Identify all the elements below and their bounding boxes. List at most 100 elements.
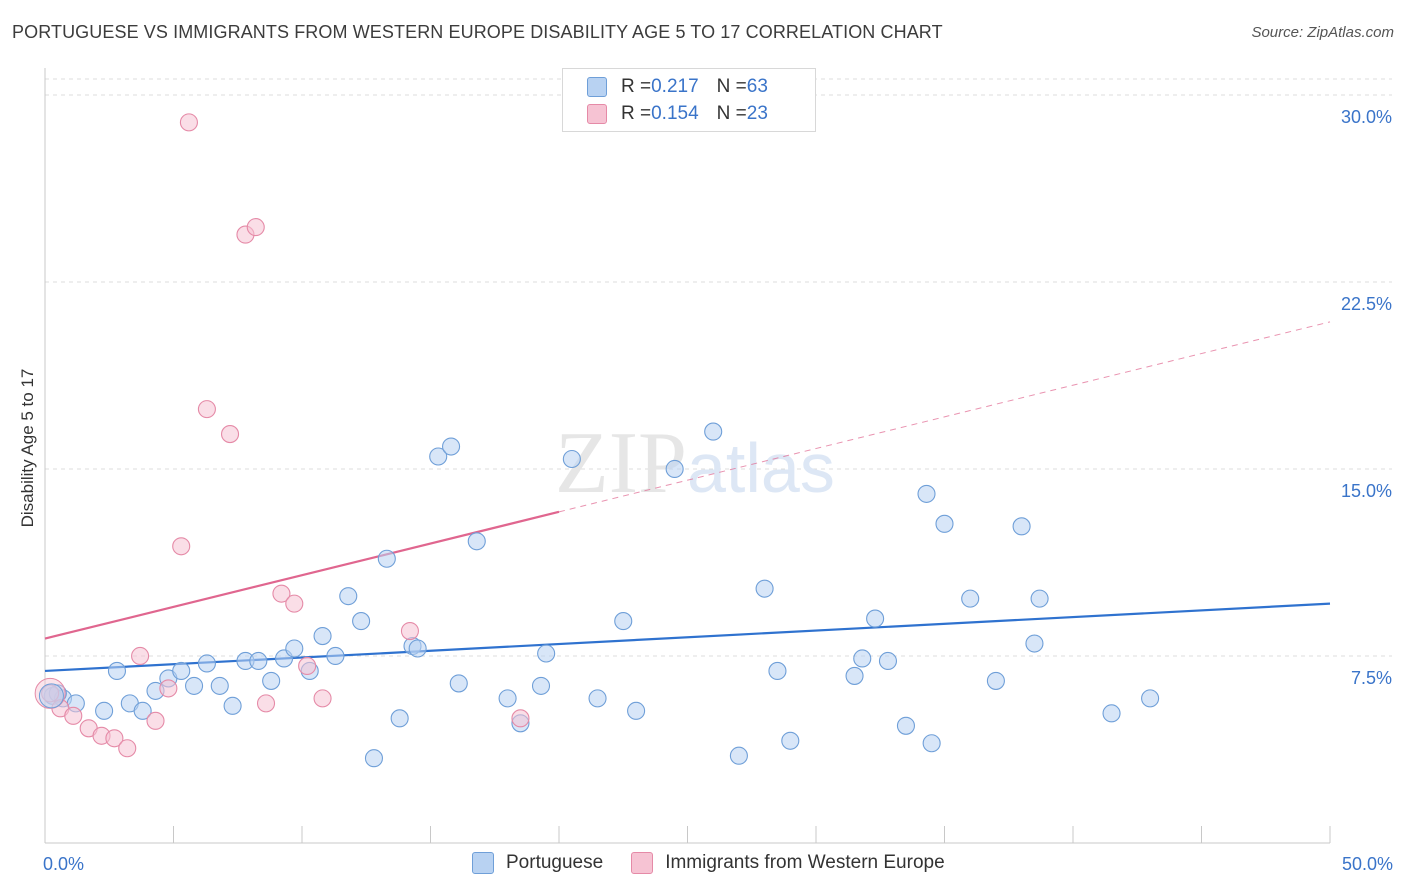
blue-data-point — [562, 449, 581, 469]
legend-n-label: N = — [716, 76, 747, 97]
legend-row-western-europe: R = 0.154 N = 23 — [587, 101, 768, 127]
blue-data-point — [1102, 704, 1121, 723]
blue-data-point — [326, 646, 345, 666]
legend-r-value: 0.154 — [651, 103, 699, 124]
x-tick-label: 0.0% — [43, 854, 84, 874]
legend-row-portuguese: R = 0.217 N = 63 — [587, 74, 768, 100]
blue-data-point — [223, 696, 242, 715]
legend-n-value: 23 — [746, 103, 768, 124]
blue-data-point — [627, 701, 646, 720]
blue-data-point — [1030, 589, 1049, 608]
pink-trend-line — [44, 510, 560, 640]
blue-data-point — [197, 654, 216, 673]
x-tick-label: 50.0% — [1342, 854, 1393, 874]
pink-data-point — [105, 729, 124, 748]
blue-data-point — [917, 484, 936, 503]
blue-data-point — [986, 671, 1005, 690]
pink-data-point — [64, 706, 83, 725]
blue-data-point — [339, 587, 358, 606]
blue-data-point — [377, 549, 396, 568]
blue-data-point — [845, 666, 864, 685]
blue-data-point — [866, 609, 885, 628]
blue-cluster-point — [38, 683, 64, 709]
blue-data-point — [922, 734, 941, 753]
pink-data-point — [172, 537, 191, 556]
blue-data-point — [172, 661, 191, 680]
blue-data-point — [262, 671, 281, 690]
y-axis-label-wrap: Disability Age 5 to 17 — [16, 300, 40, 600]
blue-data-point — [210, 676, 229, 695]
series-legend-label: Immigrants from Western Europe — [665, 852, 945, 873]
blue-data-point — [1141, 689, 1160, 708]
y-tick-label: 30.0% — [1341, 107, 1392, 127]
blue-data-point — [352, 612, 371, 631]
pink-data-point — [146, 711, 165, 730]
tick-label-layer: 7.5% 15.0% 22.5% 30.0% 0.0% 50.0% — [43, 107, 1393, 874]
blue-data-point — [133, 701, 152, 720]
blue-data-point — [107, 661, 127, 680]
legend-r-label: R = — [621, 103, 652, 124]
source-credit: Source: ZipAtlas.com — [1251, 24, 1394, 41]
series-swatch-pink — [631, 852, 654, 874]
blue-data-point — [442, 437, 461, 456]
pink-data-point — [400, 622, 419, 641]
blue-data-point — [853, 649, 872, 668]
blue-data-point — [531, 676, 551, 695]
pink-data-point — [220, 425, 240, 444]
blue-data-point — [285, 639, 304, 658]
blue-data-point — [588, 689, 607, 708]
legend-n-label: N = — [716, 103, 747, 124]
pink-data-point — [272, 584, 291, 603]
blue-data-point — [878, 651, 898, 671]
correlation-legend: R = 0.217 N = 63 R = 0.154 N = 23 — [562, 68, 816, 132]
y-tick-label: 15.0% — [1341, 481, 1392, 501]
blue-data-point — [313, 626, 332, 646]
series-legend-portuguese[interactable]: Portuguese — [472, 852, 603, 874]
blue-data-point — [390, 709, 409, 728]
y-axis-label: Disability Age 5 to 17 — [18, 368, 37, 528]
blue-data-point — [665, 459, 684, 479]
blue-data-point — [429, 447, 448, 466]
blue-data-point — [249, 651, 268, 671]
legend-r-label: R = — [621, 76, 652, 97]
pink-data-point — [313, 689, 332, 708]
blue-data-point — [614, 612, 633, 631]
pink-data-point — [285, 594, 304, 613]
legend-swatch-blue — [587, 77, 607, 97]
blue-data-point — [781, 731, 800, 750]
axis-layer — [44, 68, 1331, 844]
blue-data-point — [1025, 634, 1044, 653]
pink-data-point — [298, 656, 317, 676]
pink-data-point — [179, 113, 198, 132]
y-tick-label: 7.5% — [1351, 668, 1392, 688]
blue-data-point — [755, 579, 774, 598]
blue-data-point — [364, 749, 384, 768]
series-legend: Portuguese Immigrants from Western Europ… — [472, 852, 973, 874]
y-tick-label: 22.5% — [1341, 294, 1392, 314]
blue-data-point — [498, 689, 517, 708]
chart-title: PORTUGUESE VS IMMIGRANTS FROM WESTERN EU… — [12, 22, 943, 42]
blue-data-point — [704, 422, 723, 441]
series-swatch-blue — [472, 852, 494, 874]
blue-data-point — [408, 639, 427, 658]
blue-data-point — [768, 661, 787, 680]
pink-data-point — [256, 694, 276, 713]
pink-data-point — [197, 400, 216, 419]
points-layer — [34, 113, 1160, 768]
blue-data-point — [449, 674, 468, 693]
pink-trend-extension — [558, 321, 1331, 513]
watermark: ZIPatlas — [555, 415, 835, 512]
blue-data-point — [961, 589, 980, 608]
pink-data-point — [246, 218, 265, 237]
series-legend-western-europe[interactable]: Immigrants from Western Europe — [631, 852, 945, 874]
blue-data-point — [467, 532, 486, 551]
legend-r-value: 0.217 — [651, 76, 699, 97]
blue-data-point — [537, 644, 556, 663]
blue-data-point — [1012, 517, 1031, 536]
blue-data-point — [896, 716, 916, 735]
blue-data-point — [729, 746, 748, 765]
pink-data-point — [511, 709, 530, 728]
grid-layer — [45, 78, 1392, 657]
series-legend-label: Portuguese — [506, 852, 604, 873]
